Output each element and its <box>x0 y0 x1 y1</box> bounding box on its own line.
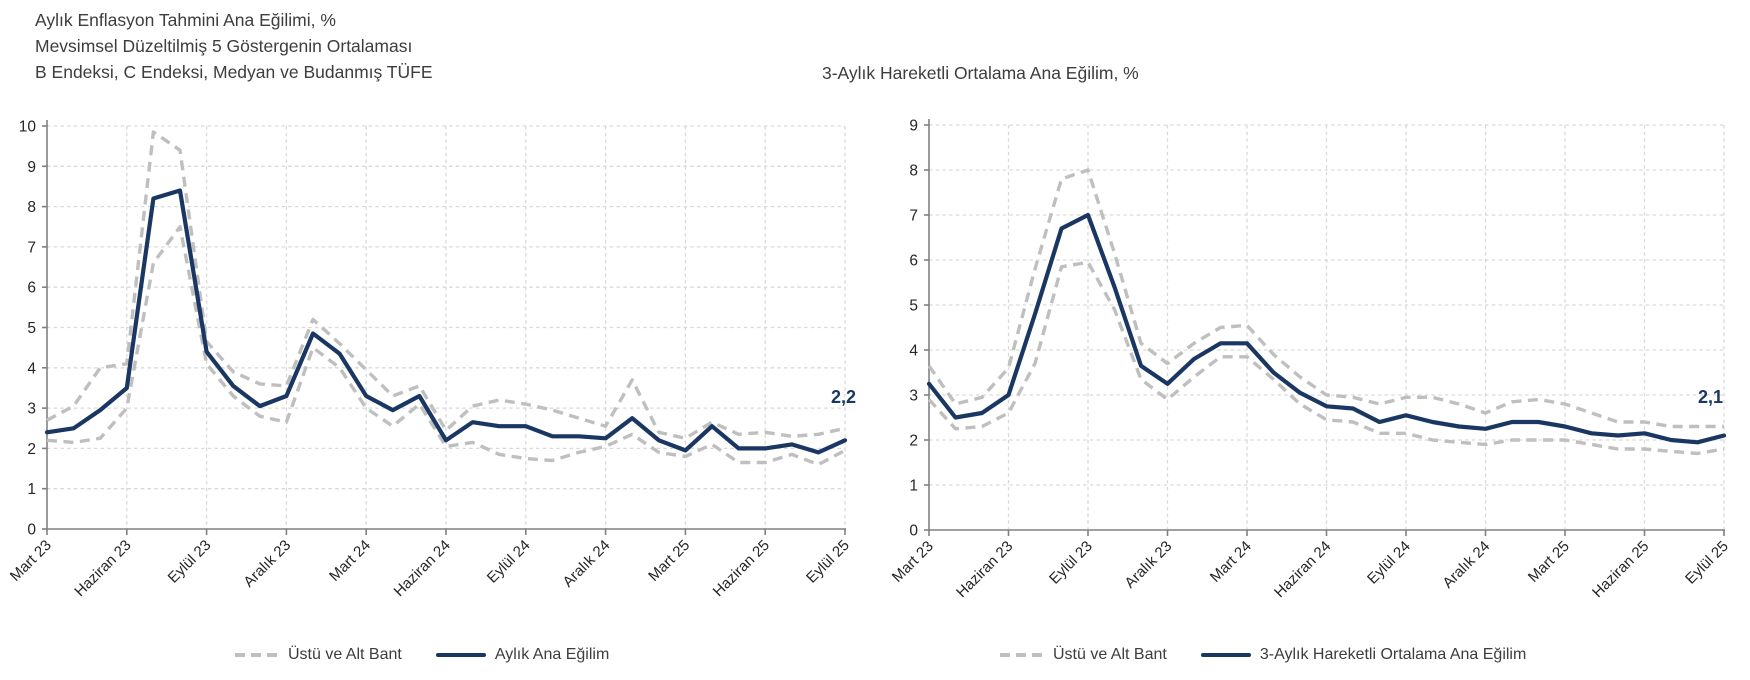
left-legend-main-label: Aylık Ana Eğilim <box>494 646 610 663</box>
y-tick-label: 0 <box>909 523 918 540</box>
y-tick-label: 8 <box>909 163 918 180</box>
y-tick-label: 3 <box>909 388 918 405</box>
x-tick-label: Mart 25 <box>645 537 693 585</box>
x-tick-label: Aralık 23 <box>1121 538 1175 592</box>
y-tick-label: 5 <box>27 320 36 337</box>
main-trend-line <box>926 212 1727 445</box>
right-chart-last-value-label: 2,1 <box>1698 387 1724 407</box>
left-legend-band-item: Üstü ve Alt Bant <box>235 646 402 664</box>
y-tick-label: 0 <box>27 522 36 539</box>
y-tick-label: 2 <box>27 441 36 458</box>
y-tick-label: 9 <box>909 118 918 135</box>
y-tick-label: 7 <box>909 208 918 225</box>
left-chart-title-line1: Aylık Enflasyon Tahmini Ana Eğilimi, % <box>35 10 336 30</box>
y-tick-label: 6 <box>27 280 36 297</box>
solid-main-line-icon <box>435 652 486 658</box>
x-tick-label: Haziran 23 <box>71 537 134 600</box>
y-tick-label: 5 <box>909 298 918 315</box>
x-tick-label: Mart 24 <box>1207 538 1255 586</box>
left-chart-title-line3: B Endeksi, C Endeksi, Medyan ve Budanmış… <box>35 62 433 82</box>
main-trend-line <box>44 188 848 455</box>
x-tick-label: Haziran 24 <box>1271 538 1334 601</box>
x-tick-label: Eylül 25 <box>803 537 853 587</box>
right-legend-band-label: Üstü ve Alt Bant <box>1053 646 1167 663</box>
x-tick-label: Aralık 24 <box>560 537 614 591</box>
confidence-band-line <box>927 260 1725 456</box>
confidence-band-line <box>927 168 1724 429</box>
y-tick-label: 4 <box>27 360 36 377</box>
x-tick-label: Eylül 25 <box>1682 538 1732 588</box>
left-chart-title: Aylık Enflasyon Tahmini Ana Eğilimi, % M… <box>35 7 433 85</box>
y-tick-label: 3 <box>27 401 36 418</box>
y-tick-label: 2 <box>909 433 918 450</box>
x-tick-label: Eylül 23 <box>165 537 215 587</box>
left-chart-legend: Üstü ve Alt Bant Aylık Ana Eğilim <box>235 646 609 664</box>
y-tick-label: 1 <box>27 481 36 498</box>
confidence-band-line <box>46 130 846 440</box>
left-legend-main-item: Aylık Ana Eğilim <box>435 646 610 664</box>
y-tick-label: 6 <box>909 253 918 270</box>
left-legend-band-label: Üstü ve Alt Bant <box>288 646 402 663</box>
x-tick-label: Haziran 24 <box>391 537 454 600</box>
x-tick-label: Haziran 23 <box>953 538 1016 601</box>
right-chart-legend: Üstü ve Alt Bant 3-Aylık Hareketli Ortal… <box>1000 646 1526 664</box>
dashed-band-line-icon <box>235 653 279 657</box>
x-tick-label: Eylül 24 <box>1364 538 1414 588</box>
dashed-band-line-icon <box>1000 653 1044 657</box>
x-tick-label: Haziran 25 <box>710 537 773 600</box>
x-tick-label: Haziran 25 <box>1589 538 1652 601</box>
left-chart-last-value-label: 2,2 <box>831 387 857 407</box>
x-tick-label: Aralık 23 <box>240 537 294 591</box>
y-tick-label: 4 <box>909 343 918 360</box>
x-tick-label: Mart 23 <box>889 538 937 586</box>
x-tick-label: Eylül 24 <box>484 537 534 587</box>
y-tick-label: 9 <box>27 159 36 176</box>
left-chart-title-line2: Mevsimsel Düzeltilmiş 5 Göstergenin Orta… <box>35 36 413 56</box>
x-tick-label: Eylül 23 <box>1046 538 1096 588</box>
y-tick-label: 8 <box>27 199 36 216</box>
y-tick-label: 10 <box>19 119 37 136</box>
right-legend-band-item: Üstü ve Alt Bant <box>1000 646 1167 664</box>
y-tick-label: 1 <box>909 478 918 495</box>
solid-main-line-icon <box>1200 652 1251 658</box>
confidence-band-line <box>46 225 846 467</box>
right-legend-main-label: 3-Aylık Hareketli Ortalama Ana Eğilim <box>1259 646 1527 663</box>
x-tick-label: Mart 24 <box>326 537 374 585</box>
y-tick-label: 7 <box>27 239 36 256</box>
right-chart-title: 3-Aylık Hareketli Ortalama Ana Eğilim, % <box>822 63 1139 83</box>
x-tick-label: Aralık 24 <box>1439 538 1493 592</box>
x-tick-label: Mart 23 <box>7 537 55 585</box>
x-tick-label: Mart 25 <box>1525 538 1573 586</box>
right-legend-main-item: 3-Aylık Hareketli Ortalama Ana Eğilim <box>1200 646 1527 664</box>
